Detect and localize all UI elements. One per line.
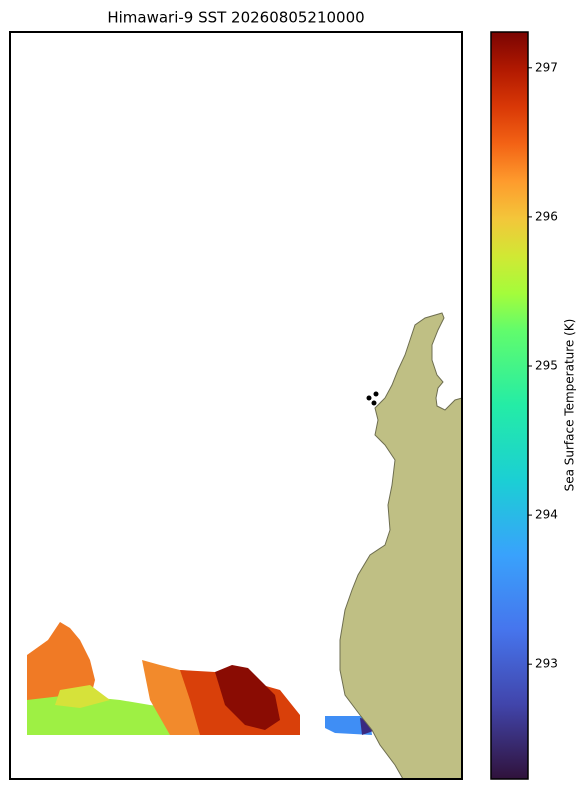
map-area bbox=[27, 312, 462, 779]
colorbar-tick-label: 294 bbox=[535, 508, 558, 522]
colorbar-tick-label: 297 bbox=[535, 60, 558, 74]
sst-darkred bbox=[215, 665, 280, 730]
island bbox=[373, 391, 379, 397]
sst-blue bbox=[325, 716, 372, 735]
island bbox=[371, 400, 377, 406]
map-frame bbox=[9, 31, 463, 780]
sst-yellow bbox=[55, 685, 110, 708]
land bbox=[339, 312, 462, 779]
island bbox=[366, 395, 372, 401]
colorbar bbox=[490, 31, 529, 780]
colorbar-tick-label: 295 bbox=[535, 358, 558, 372]
colorbar-tick-label: 296 bbox=[535, 209, 558, 223]
colorbar-tick-label: 293 bbox=[535, 657, 558, 671]
colorbar-label: Sea Surface Temperature (K) bbox=[563, 319, 577, 492]
map-title: Himawari-9 SST 20260805210000 bbox=[107, 9, 364, 27]
